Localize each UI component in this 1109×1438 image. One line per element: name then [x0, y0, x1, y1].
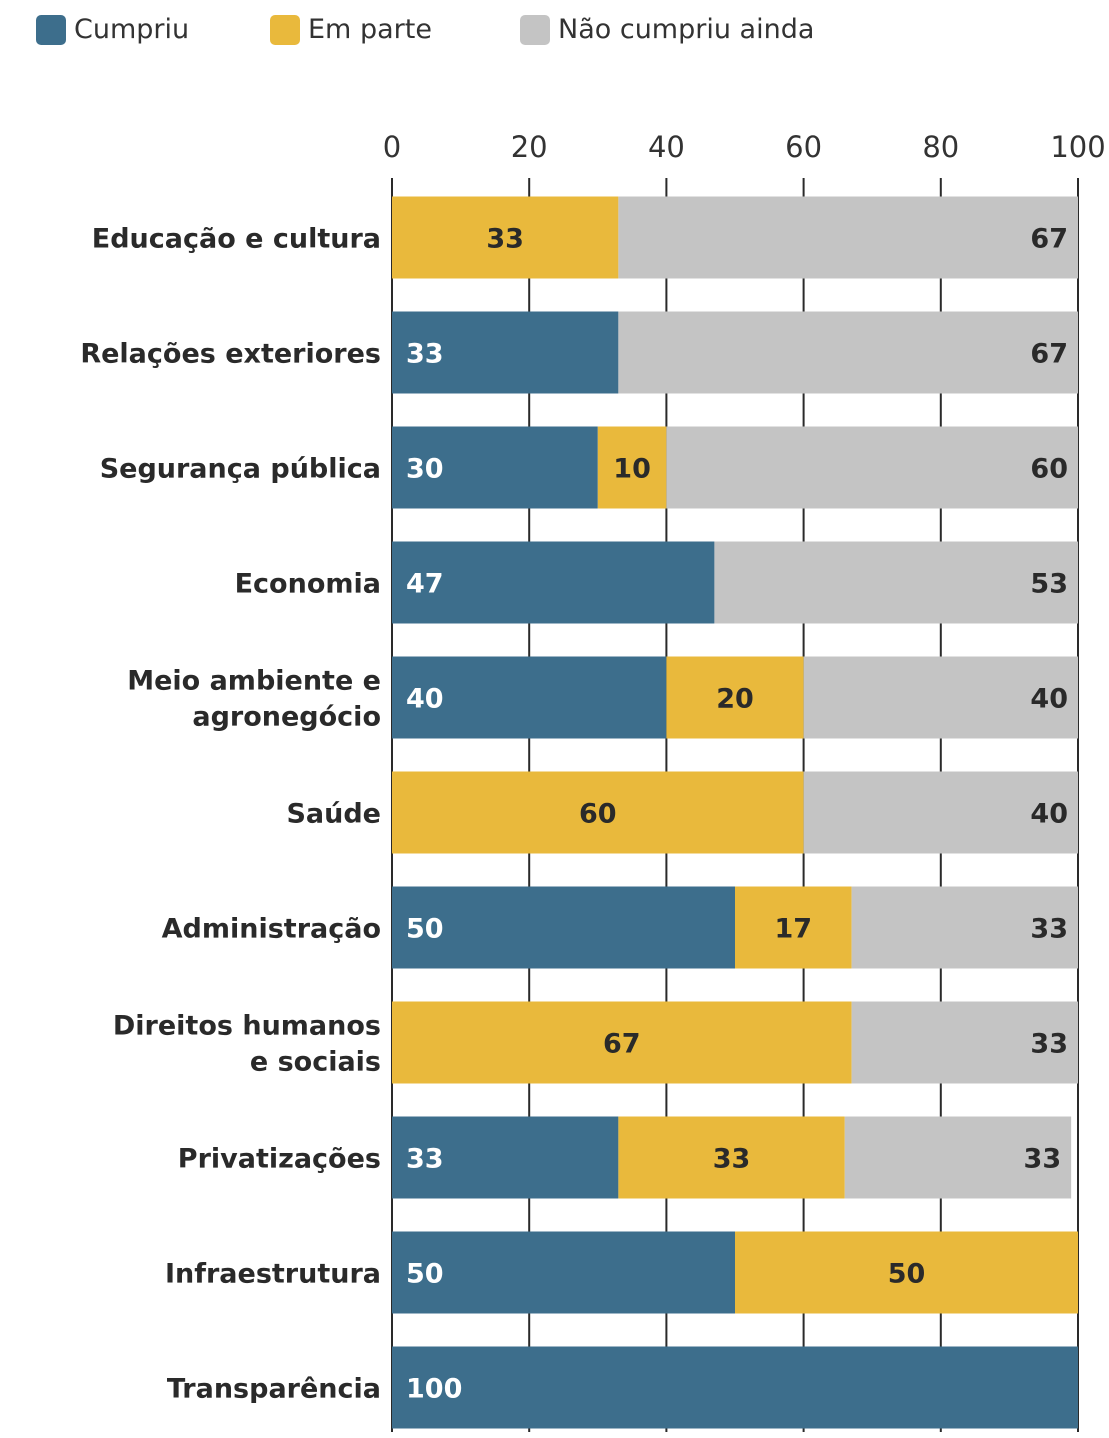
x-tick-label: 40: [648, 130, 685, 164]
x-tick-label: 80: [922, 130, 959, 164]
legend-item-nao-cumpriu: Não cumpriu ainda: [520, 14, 814, 45]
data-label: 60: [579, 799, 617, 830]
bar-segment: [392, 311, 619, 394]
category-label: Meio ambiente e: [127, 666, 381, 697]
data-label: 50: [406, 914, 444, 945]
legend-swatch-cumpriu: [36, 14, 66, 45]
bar-segment: [392, 1231, 735, 1314]
bar-segment: [392, 886, 735, 969]
data-label: 40: [1030, 684, 1068, 715]
data-label: 67: [1030, 339, 1068, 370]
bar-segment: [666, 426, 1078, 509]
category-label: Direitos humanos: [113, 1011, 381, 1042]
category-label: agronegócio: [192, 702, 381, 733]
bar-segment: [735, 886, 852, 969]
x-tick-label: 60: [785, 130, 822, 164]
legend-label-em-parte: Em parte: [308, 14, 432, 45]
data-label: 67: [603, 1029, 641, 1060]
data-label: 33: [1030, 914, 1068, 945]
data-label: 17: [775, 914, 813, 945]
data-label: 30: [406, 454, 444, 485]
data-label: 67: [1030, 224, 1068, 255]
category-label: Educação e cultura: [92, 224, 381, 255]
legend-swatch-em-parte: [270, 14, 300, 45]
data-label: 33: [406, 339, 444, 370]
bar-segment: [803, 771, 1078, 854]
data-label: 33: [486, 224, 524, 255]
legend-label-cumpriu: Cumpriu: [74, 14, 190, 45]
x-tick-label: 100: [1050, 130, 1105, 164]
bar-segment: [666, 656, 804, 739]
data-label: 10: [613, 454, 651, 485]
data-label: 53: [1030, 569, 1068, 600]
legend-swatch-nao-cumpriu: [520, 14, 550, 45]
bar-segment: [714, 541, 1078, 624]
data-label: 33: [1030, 1029, 1068, 1060]
data-label: 33: [713, 1144, 751, 1175]
category-label: Infraestrutura: [165, 1259, 381, 1290]
legend-item-cumpriu: Cumpriu: [36, 14, 189, 45]
category-label: Economia: [235, 569, 381, 600]
bar-segment: [844, 1116, 1072, 1199]
data-label: 33: [406, 1144, 444, 1175]
data-label: 50: [406, 1259, 444, 1290]
x-tick-label: 0: [383, 130, 401, 164]
data-label: 60: [1030, 454, 1068, 485]
category-label: Administração: [162, 914, 381, 945]
bar-segment: [803, 656, 1078, 739]
data-label: 40: [406, 684, 444, 715]
legend: Cumpriu Em parte Não cumpriu ainda: [0, 14, 1109, 58]
category-label: Saúde: [286, 799, 381, 830]
bar-segment: [851, 886, 1078, 969]
category-label: Segurança pública: [100, 454, 381, 485]
bar-segment: [392, 1116, 619, 1199]
bar-segment: [392, 541, 715, 624]
legend-label-nao-cumpriu: Não cumpriu ainda: [558, 14, 815, 45]
data-label: 50: [888, 1259, 926, 1290]
category-label: e sociais: [250, 1047, 381, 1078]
data-label: 47: [406, 569, 444, 600]
data-label: 20: [716, 684, 754, 715]
bar-segment: [618, 1116, 845, 1199]
bar-segment: [735, 1231, 1078, 1314]
category-label: Transparência: [167, 1374, 381, 1405]
bar-segment: [597, 426, 667, 509]
legend-item-em-parte: Em parte: [270, 14, 432, 45]
bar-segment: [392, 426, 598, 509]
bar-segment: [392, 771, 804, 854]
data-label: 40: [1030, 799, 1068, 830]
bar-segment: [392, 1001, 852, 1084]
bar-segment: [392, 656, 667, 739]
category-label: Relações exteriores: [80, 339, 381, 370]
data-label: 100: [406, 1374, 462, 1405]
bar-segment: [392, 196, 619, 279]
x-tick-label: 20: [511, 130, 548, 164]
bar-segment: [851, 1001, 1078, 1084]
bar-segment: [618, 311, 1078, 394]
bar-segment: [618, 196, 1078, 279]
data-label: 33: [1024, 1144, 1062, 1175]
category-label: Privatizações: [178, 1144, 381, 1175]
bar-segment: [392, 1346, 1078, 1429]
